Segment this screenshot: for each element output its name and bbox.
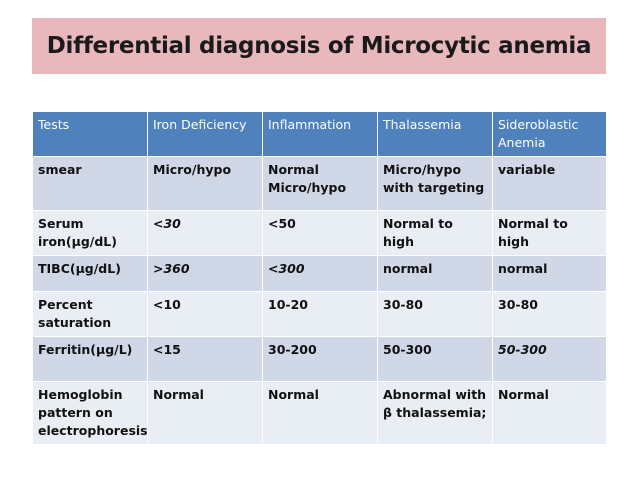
table-row-tibc: TIBC(µg/dL) >360 <300 normal normal	[32, 255, 607, 292]
table-cell: <15	[147, 336, 263, 382]
table-cell: Normal Micro/hypo	[262, 156, 378, 211]
table-cell: TIBC(µg/dL)	[32, 255, 148, 292]
table-cell: Percent saturation	[32, 291, 148, 337]
header-cell-tests: Tests	[32, 111, 148, 157]
table-cell: Ferritin(µg/L)	[32, 336, 148, 382]
table-cell: Abnormal with β thalassemia;	[377, 381, 493, 445]
slide-title-box: Differential diagnosis of Microcytic ane…	[32, 18, 606, 74]
table-cell: variable	[492, 156, 607, 211]
table-cell: Micro/hypo with targeting	[377, 156, 493, 211]
table-cell: 50-300	[377, 336, 493, 382]
slide-title: Differential diagnosis of Microcytic ane…	[46, 33, 592, 59]
header-cell-thalassemia: Thalassemia	[377, 111, 493, 157]
table-cell: Normal to high	[377, 210, 493, 256]
table-cell: smear	[32, 156, 148, 211]
table-cell: Serum iron(µg/dL)	[32, 210, 148, 256]
diagnosis-table: Tests Iron Deficiency Inflammation Thala…	[32, 111, 607, 445]
table-row-hemoglobin-pattern: Hemoglobin pattern on electrophoresis No…	[32, 381, 607, 445]
table-row-serum-iron: Serum iron(µg/dL) <30 <50 Normal to high…	[32, 210, 607, 256]
table-cell: Micro/hypo	[147, 156, 263, 211]
table-cell: Normal to high	[492, 210, 607, 256]
table-cell: >360	[147, 255, 263, 292]
table-cell: Normal	[262, 381, 378, 445]
table-cell: <10	[147, 291, 263, 337]
table-row-smear: smear Micro/hypo Normal Micro/hypo Micro…	[32, 156, 607, 211]
header-cell-iron-deficiency: Iron Deficiency	[147, 111, 263, 157]
table-cell: <30	[147, 210, 263, 256]
table-cell: 30-80	[492, 291, 607, 337]
table-cell: Normal	[147, 381, 263, 445]
table-cell: <50	[262, 210, 378, 256]
table-cell: 10-20	[262, 291, 378, 337]
table-cell: 50-300	[492, 336, 607, 382]
table-cell: 30-80	[377, 291, 493, 337]
table-cell: <300	[262, 255, 378, 292]
table-cell: Hemoglobin pattern on electrophoresis	[32, 381, 148, 445]
table-cell: Normal	[492, 381, 607, 445]
header-cell-sideroblastic-anemia: Sideroblastic Anemia	[492, 111, 607, 157]
table-row-percent-saturation: Percent saturation <10 10-20 30-80 30-80	[32, 291, 607, 337]
table-cell: normal	[492, 255, 607, 292]
header-cell-inflammation: Inflammation	[262, 111, 378, 157]
table-cell: 30-200	[262, 336, 378, 382]
table-cell: normal	[377, 255, 493, 292]
table-row-ferritin: Ferritin(µg/L) <15 30-200 50-300 50-300	[32, 336, 607, 382]
table-header-row: Tests Iron Deficiency Inflammation Thala…	[32, 111, 607, 157]
